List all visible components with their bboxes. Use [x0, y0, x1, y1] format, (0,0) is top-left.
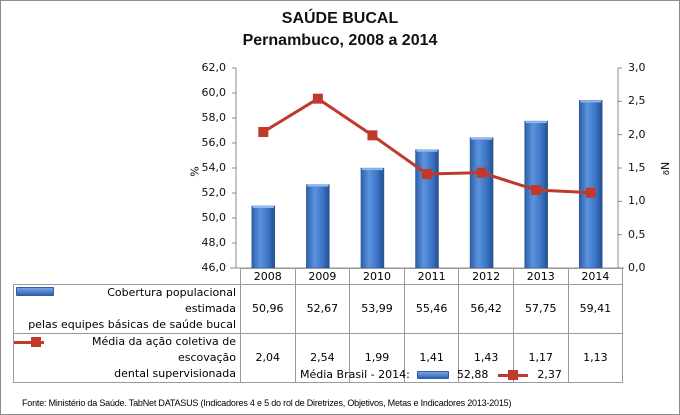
bar-legend-swatch: [417, 371, 450, 379]
coverage-bar: [306, 184, 330, 269]
coverage-bar: [360, 167, 385, 269]
right-axis-tick: 0,0: [628, 261, 646, 274]
bar-legend-swatch: [16, 286, 54, 296]
value-cell: 57,75: [512, 283, 569, 334]
value-cell: 1,99: [349, 332, 405, 383]
year-cell: 2012: [458, 268, 514, 285]
brushing-marker: [312, 93, 323, 104]
year-cell: 2014: [567, 268, 624, 285]
brushing-marker: [258, 127, 269, 137]
left-axis-tick: 54,0: [201, 161, 227, 174]
plot-area: [230, 67, 624, 269]
year-cell: 2009: [294, 268, 351, 285]
year-cell: 2008: [240, 268, 296, 285]
brushing-marker: [367, 130, 378, 141]
value-cell: 52,67: [294, 283, 351, 334]
right-axis-tick: 2,0: [628, 127, 646, 141]
brushing-marker: [585, 187, 596, 198]
year-cell: 2011: [403, 268, 460, 285]
value-cell: 56,42: [458, 283, 514, 334]
brushing-series-label: Média da ação coletiva de escovação dent…: [13, 332, 241, 383]
brasil-line-value: 2,37: [537, 368, 562, 381]
source-note: Fonte: Ministério da Saúde. TabNet DATAS…: [22, 398, 512, 408]
right-axis-tick: 1,0: [628, 194, 646, 208]
value-cell: 2,04: [240, 332, 296, 383]
left-axis-tick: 50,0: [201, 211, 227, 224]
right-axis-tick: 1,5: [628, 161, 646, 174]
line-legend-swatch: [497, 369, 528, 381]
right-axis-tick: 3,0: [628, 61, 646, 74]
table-header-row: 2008 2009 2010 2011 2012 2013 2014: [13, 268, 624, 285]
value-cell: 53,99: [349, 283, 405, 334]
value-cell: 50,96: [240, 283, 296, 334]
line-legend-swatch: [14, 336, 44, 348]
brushing-marker: [531, 185, 542, 195]
coverage-bar: [469, 137, 494, 269]
value-cell: 2,54: [294, 332, 351, 383]
data-table: 2008 2009 2010 2011 2012 2013 2014 Cober…: [13, 268, 624, 383]
table-row-coverage: Cobertura populacional estimada pelas eq…: [13, 283, 624, 334]
right-axis-tick: 2,5: [628, 94, 646, 108]
left-axis-tick: 60,0: [201, 86, 227, 99]
right-axis-tick: 0,5: [628, 227, 646, 241]
left-axis-tick: 52,0: [201, 186, 227, 199]
coverage-series-label: Cobertura populacional estimada pelas eq…: [13, 283, 241, 334]
left-axis-tick: 58,0: [201, 111, 227, 124]
year-cell: 2010: [349, 268, 405, 285]
brasil-label: Média Brasil - 2014:: [300, 368, 410, 381]
coverage-bar: [251, 205, 276, 269]
brasil-bar-value: 52,88: [456, 368, 489, 381]
chart-title: SAÚDE BUCAL: [281, 10, 399, 27]
brasil-reference: Média Brasil - 2014: 52,88 2,37: [300, 368, 562, 381]
year-cell: 2013: [512, 268, 569, 285]
coverage-bar: [578, 100, 603, 269]
brushing-marker: [476, 167, 487, 178]
left-axis-tick: 56,0: [201, 136, 227, 149]
left-axis-tick: 48,0: [201, 236, 227, 249]
left-axis-tick: 62,0: [201, 61, 227, 74]
chart-subtitle: Pernambuco, 2008 a 2014: [242, 32, 438, 49]
value-cell: 59,41: [567, 283, 624, 334]
value-cell: 1,13: [567, 332, 624, 383]
brushing-marker: [422, 169, 432, 179]
value-cell: 55,46: [403, 283, 460, 334]
